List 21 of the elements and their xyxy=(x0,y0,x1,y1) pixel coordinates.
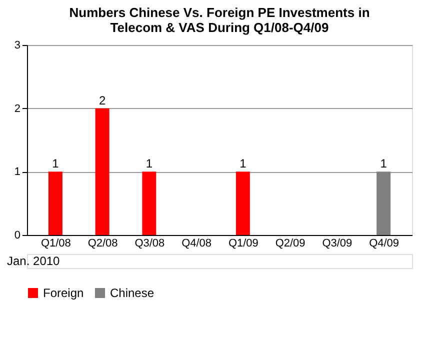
data-label: 2 xyxy=(98,93,106,108)
x-tick-label: Q2/08 xyxy=(88,238,118,250)
x-tick-label: Q3/09 xyxy=(322,238,352,250)
x-tick-label: Q4/09 xyxy=(369,238,400,250)
y-tick-label: 1 xyxy=(14,166,20,178)
text: Jan. 2010 xyxy=(7,254,60,268)
chart-title: Numbers Chinese Vs. Foreign PE Investments in Telecom & VAS During Q1/08-Q4/09 xyxy=(69,5,370,35)
x-tick-label: Q1/09 xyxy=(228,238,258,250)
x-tick-label: Q4/08 xyxy=(182,238,212,250)
legend-label: Foreign xyxy=(43,286,84,300)
data-label: 1 xyxy=(146,156,153,171)
data-label: 1 xyxy=(240,156,247,171)
x-tick-label: Q2/09 xyxy=(275,238,306,250)
y-tick-label: 3 xyxy=(14,40,20,52)
y-tick-label: 2 xyxy=(14,102,20,115)
data-label: 1 xyxy=(52,156,60,171)
y-tick-label: 0 xyxy=(14,230,20,242)
data-label: 1 xyxy=(380,156,388,171)
legend-label: Chinese xyxy=(110,286,154,300)
x-tick-label: Q1/08 xyxy=(40,238,71,250)
x-tick-label: Q3/08 xyxy=(134,238,165,250)
